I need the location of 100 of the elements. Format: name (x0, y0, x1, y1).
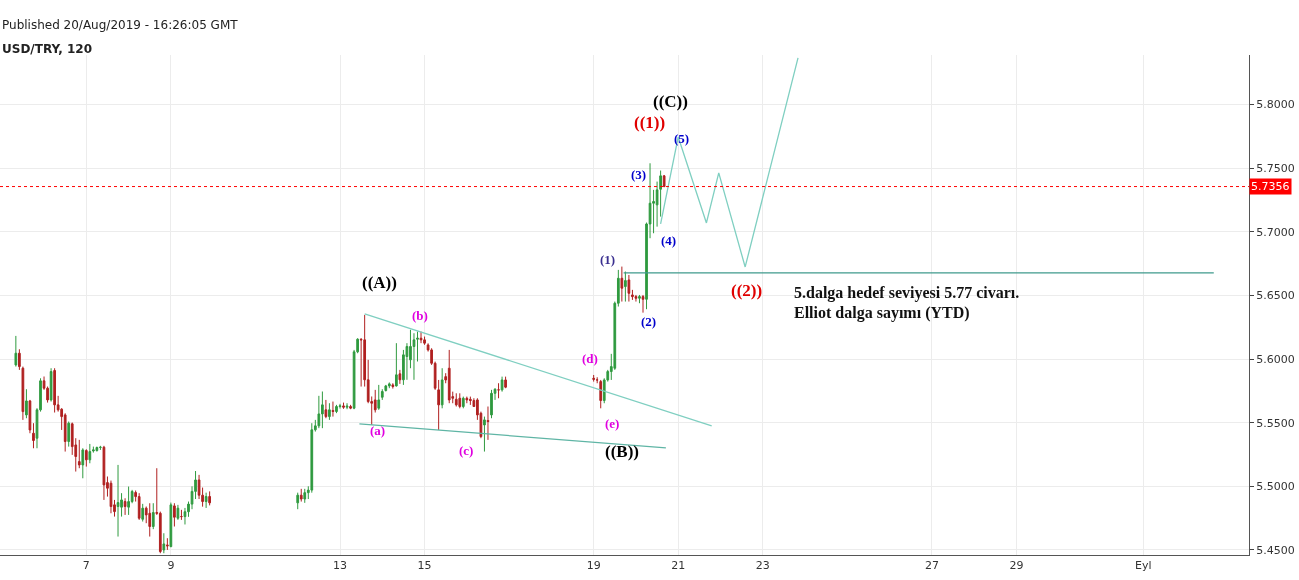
candlestick (95, 446, 99, 453)
annotation: (2) (641, 314, 657, 329)
annotation: (c) (459, 443, 474, 458)
candlestick (165, 537, 169, 551)
candlestick (638, 294, 641, 304)
annotation: 5.dalga hedef seviyesi 5.77 civarı. (794, 284, 1020, 302)
y-tick-label: 5.5000 (1256, 480, 1295, 494)
annotation: ((A)) (362, 273, 397, 292)
candlestick (77, 439, 81, 469)
candlestick (84, 448, 88, 468)
candlestick (81, 447, 85, 479)
candlestick (662, 174, 666, 188)
x-tick-label: Eyl (1135, 559, 1152, 573)
candlestick (321, 391, 324, 429)
candlestick (296, 492, 300, 510)
candlestick (398, 369, 402, 385)
annotation: Elliot dalga sayımı (YTD) (794, 304, 970, 322)
candlestick (338, 403, 342, 410)
y-tick-label: 5.7500 (1256, 162, 1295, 176)
candlestick (173, 502, 176, 527)
candlestick (99, 445, 102, 451)
x-tick-label: 19 (586, 559, 601, 573)
candlestick (162, 532, 166, 554)
annotation: ((1)) (634, 113, 666, 132)
candlestick (486, 406, 490, 441)
candlestick (116, 464, 120, 538)
y-tick-label: 5.4500 (1256, 543, 1295, 557)
y-tick-label: 5.6500 (1256, 289, 1295, 303)
candlestick (28, 399, 32, 434)
x-tick-label: 13 (333, 559, 347, 573)
candlestick (454, 392, 458, 408)
candlestick (88, 443, 92, 464)
candlestick (204, 492, 208, 509)
ref-line-label: 5.7356 (1251, 180, 1290, 193)
annotation: ((C)) (653, 92, 688, 111)
candlestick (395, 342, 398, 388)
y-tick-label: 5.5500 (1256, 416, 1295, 430)
candlestick (169, 502, 173, 548)
candlestick (141, 503, 145, 523)
annotation: (a) (370, 423, 386, 438)
candlestick (461, 396, 465, 409)
candlestick (624, 271, 627, 303)
candlestick (504, 376, 507, 389)
candlestick (63, 412, 67, 453)
candlestick (497, 382, 500, 399)
y-tick-label: 5.8000 (1256, 98, 1295, 112)
candlestick (458, 392, 462, 409)
y-tick-label: 5.7000 (1256, 225, 1295, 239)
y-tick-label: 5.6000 (1256, 352, 1295, 366)
x-tick-label: 21 (671, 559, 686, 573)
candlestick (14, 335, 18, 368)
candlestick (123, 497, 127, 516)
x-tick-label: 15 (417, 559, 432, 573)
candlestick (25, 388, 28, 419)
annotation: (d) (582, 351, 598, 366)
candlestick (500, 376, 504, 393)
candlestick (440, 367, 444, 409)
candlestick (465, 396, 469, 404)
candlestick (447, 349, 451, 404)
candlestick (627, 274, 631, 303)
annotation: (5) (674, 131, 690, 146)
candlestick (102, 445, 106, 501)
annotation: (3) (631, 167, 647, 182)
x-tick-label: 23 (755, 559, 770, 573)
candlestick (299, 488, 303, 503)
candlestick (324, 399, 328, 419)
candlestick (468, 396, 472, 406)
candlestick (599, 379, 603, 409)
x-tick-label: 29 (1009, 559, 1024, 573)
candlestick (49, 367, 53, 403)
chart-title: USD/TRY, 120 (2, 42, 92, 56)
candlestick (412, 332, 416, 381)
candlestick (151, 502, 155, 530)
candlestick (620, 266, 624, 303)
annotation: ((2)) (731, 281, 763, 300)
candlestick (641, 294, 645, 314)
candlestick (137, 492, 141, 521)
candlestick (331, 401, 335, 418)
candlestick (380, 388, 384, 401)
x-tick-label: 7 (82, 559, 90, 573)
candlestick (419, 331, 423, 344)
candlestick (349, 404, 352, 410)
candlestick (391, 382, 395, 390)
candlestick (592, 374, 596, 383)
candlestick (335, 404, 338, 414)
candlestick (303, 488, 307, 504)
candlestick (109, 480, 113, 514)
annotation: (4) (661, 233, 677, 248)
candlestick (634, 294, 638, 303)
candlestick (387, 381, 391, 389)
x-tick-label: 9 (167, 559, 175, 573)
x-tick-label: 27 (924, 559, 939, 573)
candlestick (328, 402, 331, 421)
candlestick (53, 367, 56, 414)
candlestick (377, 384, 381, 411)
chart-subtitle: Published 20/Aug/2019 - 16:26:05 GMT (2, 18, 239, 32)
candlestick (67, 421, 71, 448)
annotation: (b) (412, 308, 428, 323)
annotation: (e) (605, 416, 620, 431)
candlestick (483, 416, 486, 453)
